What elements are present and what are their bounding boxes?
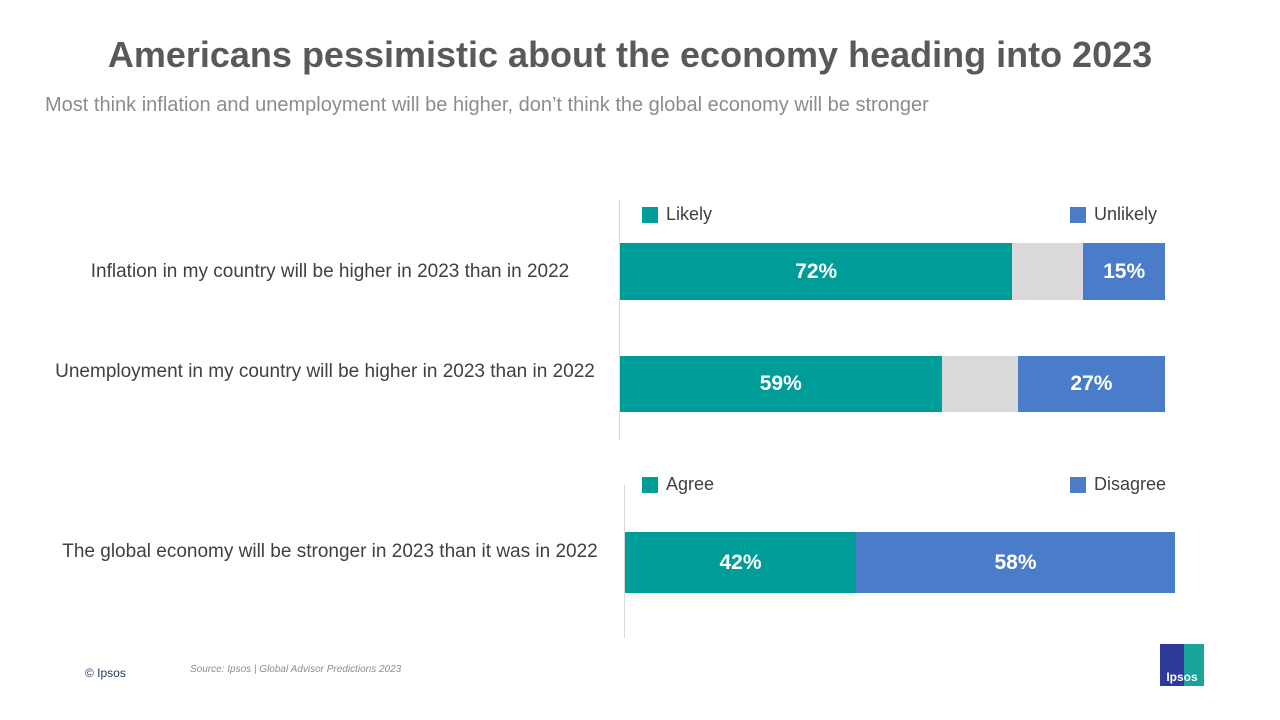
bar-segment-likely: 72% <box>620 243 1013 300</box>
bar-segment-unlikely: 15% <box>1083 243 1165 300</box>
data-label: 27% <box>1070 372 1113 395</box>
legend-item-agree: Agree <box>642 474 714 495</box>
bar-segment-agree: 42% <box>625 532 856 593</box>
legend-swatch <box>642 476 658 493</box>
copyright: © Ipsos <box>85 666 126 680</box>
bar-segment-neutral <box>941 356 1018 412</box>
data-label: 42% <box>719 550 762 574</box>
legend-item-unlikely: Unlikely <box>1070 204 1157 225</box>
data-label: 72% <box>795 259 838 283</box>
page-title: Americans pessimistic about the economy … <box>107 34 1153 75</box>
legend-swatch <box>1070 476 1086 493</box>
axis-line <box>619 200 620 440</box>
bar-segment-unlikely: 27% <box>1017 356 1165 412</box>
legend-swatch <box>642 206 658 223</box>
subtitle: Most think inflation and unemployment wi… <box>45 94 929 116</box>
legend-label: Unlikely <box>1094 204 1158 224</box>
bar-segment-neutral <box>1012 243 1084 300</box>
data-label: 58% <box>994 550 1037 574</box>
legend-item-disagree: Disagree <box>1070 474 1166 495</box>
category-label: Inflation in my country will be higher i… <box>90 261 570 282</box>
legend-item-likely: Likely <box>642 204 712 225</box>
ipsos-logo: Ipsos <box>1160 644 1204 686</box>
data-label: 15% <box>1103 259 1146 283</box>
data-label: 59% <box>759 372 802 395</box>
axis-line <box>624 485 625 638</box>
bar-segment-disagree: 58% <box>856 532 1175 593</box>
legend-label: Disagree <box>1094 474 1167 494</box>
legend-swatch <box>1070 206 1086 223</box>
category-label: The global economy will be stronger in 2… <box>62 541 598 562</box>
legend-label: Likely <box>666 204 713 224</box>
category-label: Unemployment in my country will be highe… <box>55 361 595 382</box>
bar-segment-likely: 59% <box>620 356 942 412</box>
source-note: Source: Ipsos | Global Advisor Predictio… <box>190 664 402 675</box>
legend-label: Agree <box>666 474 715 494</box>
